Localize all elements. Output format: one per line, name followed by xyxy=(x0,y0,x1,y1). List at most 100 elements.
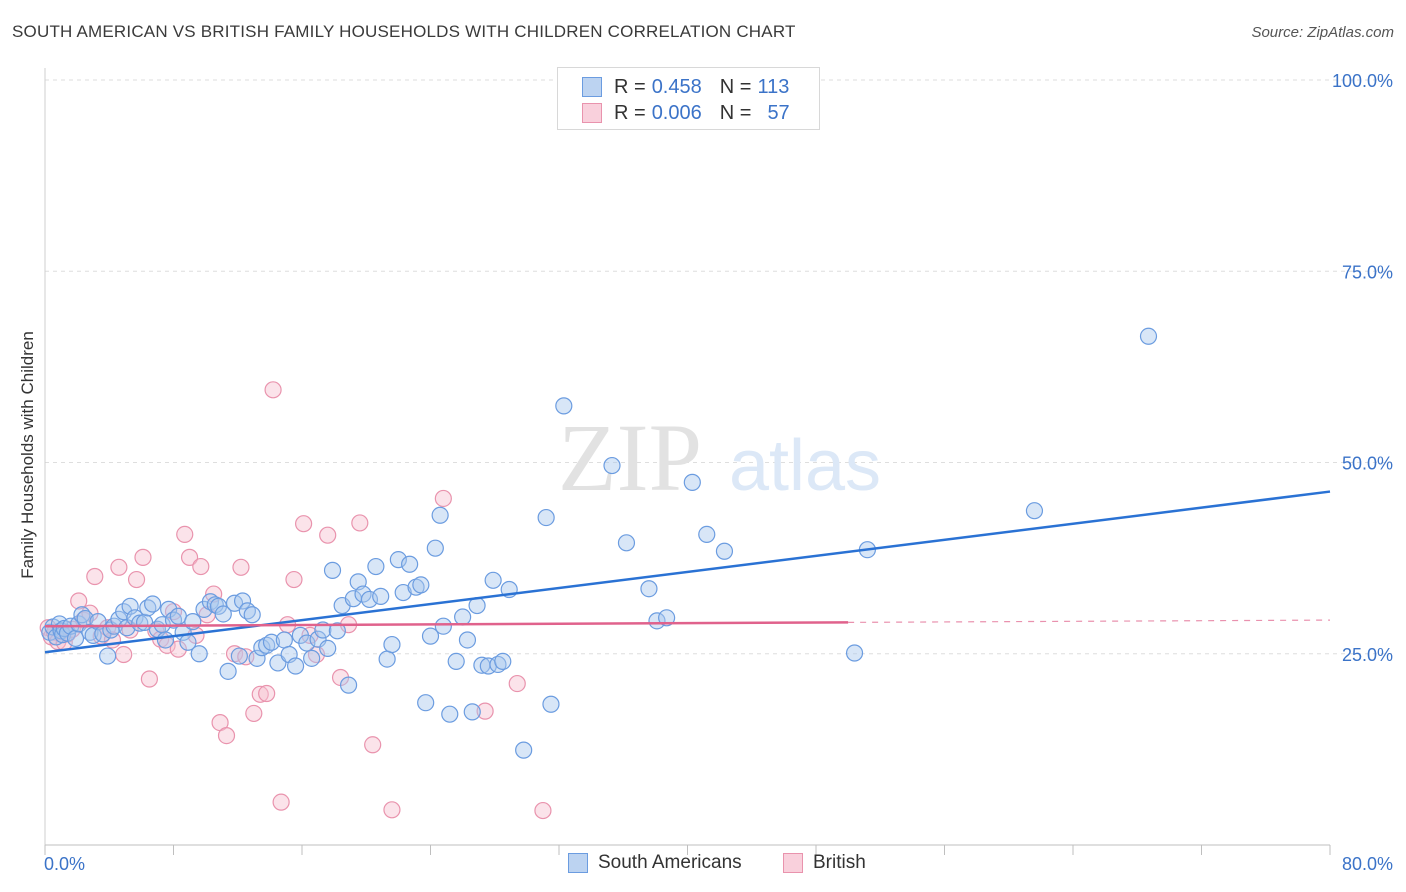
tick-labels: 100.0% 75.0% 50.0% 25.0% 0.0% 80.0% xyxy=(44,71,1393,874)
south-american-point xyxy=(339,676,358,694)
south-american-point xyxy=(542,695,560,713)
south-american-point xyxy=(441,705,459,723)
south-american-point xyxy=(845,644,864,662)
south-american-point xyxy=(367,557,385,576)
y-tick-label: 75.0% xyxy=(1342,262,1393,282)
y-tick-label: 50.0% xyxy=(1342,454,1393,474)
british-point xyxy=(434,489,452,508)
y-tick-label: 100.0% xyxy=(1332,71,1393,91)
south-american-point xyxy=(378,650,396,668)
british-point xyxy=(264,381,282,399)
x-tick-label: 80.0% xyxy=(1342,854,1393,874)
british-point xyxy=(180,548,199,566)
south-american-point xyxy=(394,583,412,602)
n-value-pink: 57 xyxy=(767,101,790,124)
source-label: Source: ZipAtlas.com xyxy=(1251,24,1394,41)
british-point xyxy=(232,558,250,576)
n-value-blue: 113 xyxy=(757,75,790,98)
south-american-point xyxy=(537,508,555,527)
watermark: ZIP atlas xyxy=(558,404,881,511)
south-american-point xyxy=(323,561,342,579)
british-point xyxy=(86,567,104,586)
south-american-point xyxy=(372,587,390,605)
british-point xyxy=(319,526,337,544)
south-american-point xyxy=(426,539,444,557)
y-tick-label: 25.0% xyxy=(1342,645,1393,665)
series-legend: South Americans British xyxy=(0,852,1406,878)
south-american-point xyxy=(99,647,117,665)
british-point xyxy=(364,736,382,754)
south-american-point xyxy=(715,542,734,560)
chart-title: SOUTH AMERICAN VS BRITISH FAMILY HOUSEHO… xyxy=(12,22,796,41)
british-point xyxy=(272,793,290,811)
south-american-point xyxy=(494,652,512,671)
south-american-point xyxy=(160,600,178,618)
legend-row-british: R = 0.006 N = 57 xyxy=(582,101,790,125)
south-american-point xyxy=(184,613,202,631)
south-american-point xyxy=(243,606,261,624)
watermark-zip: ZIP xyxy=(558,404,702,511)
south-american-point xyxy=(447,652,465,671)
south-american-point xyxy=(144,595,162,613)
south-american-point xyxy=(434,617,452,635)
axes xyxy=(44,68,1331,855)
british-point xyxy=(134,548,152,566)
south-american-point xyxy=(286,657,305,675)
british-point xyxy=(70,592,88,610)
x-tick-label: 0.0% xyxy=(44,854,85,874)
legend-row-south-americans: R = 0.458 N = 113 xyxy=(582,75,789,99)
south-american-point xyxy=(131,614,149,632)
south-american-point xyxy=(515,741,533,759)
r-value-pink: 0.006 xyxy=(651,101,702,124)
south-american-point xyxy=(484,571,502,589)
south-american-point xyxy=(360,590,379,609)
british-point xyxy=(285,570,303,589)
blue-swatch xyxy=(582,77,602,97)
south-american-point xyxy=(412,576,430,594)
south-american-point xyxy=(66,629,85,648)
legend-item-british[interactable]: British xyxy=(783,852,866,874)
british-point xyxy=(351,514,369,532)
south-american-point xyxy=(190,645,208,663)
legend-item-south-americans[interactable]: South Americans xyxy=(568,852,742,874)
south-american-point xyxy=(401,555,419,573)
blue-swatch xyxy=(568,853,588,873)
legend-label-south-americans: South Americans xyxy=(598,852,742,873)
south-american-point xyxy=(1025,502,1044,520)
south-american-point xyxy=(389,551,407,569)
south-american-point xyxy=(603,456,621,475)
south-american-point xyxy=(454,608,472,626)
british-point xyxy=(258,684,276,703)
british-point xyxy=(110,558,128,576)
south-american-point xyxy=(458,631,477,649)
british-point xyxy=(192,557,210,576)
south-american-point xyxy=(275,631,293,649)
british-point xyxy=(127,570,146,589)
r-label: R = xyxy=(614,101,646,124)
british-trend-line xyxy=(44,621,849,628)
british-point xyxy=(476,702,494,720)
n-label: N = xyxy=(719,75,752,98)
british-point xyxy=(169,640,187,658)
south-american-point xyxy=(489,655,507,674)
south-american-point xyxy=(169,607,187,625)
south-american-point xyxy=(417,694,435,712)
south-american-point xyxy=(431,506,449,524)
south-american-point xyxy=(1139,327,1158,345)
british-trend-extension xyxy=(848,619,1331,623)
r-value-blue: 0.458 xyxy=(651,75,702,98)
stats-legend: R = 0.458 N = 113 R = 0.006 N = 57 xyxy=(557,67,820,130)
south-american-point xyxy=(248,649,266,667)
south-american-point xyxy=(421,627,440,645)
south-american-point xyxy=(658,609,676,627)
south-american-point xyxy=(230,647,248,665)
south-american-point xyxy=(319,639,337,657)
south-american-point xyxy=(156,631,175,649)
south-american-point xyxy=(463,703,481,721)
south-american-point xyxy=(262,633,281,651)
british-point xyxy=(115,645,133,664)
south-american-point xyxy=(648,612,666,630)
british-point xyxy=(217,727,236,745)
south-american-point xyxy=(303,649,321,667)
